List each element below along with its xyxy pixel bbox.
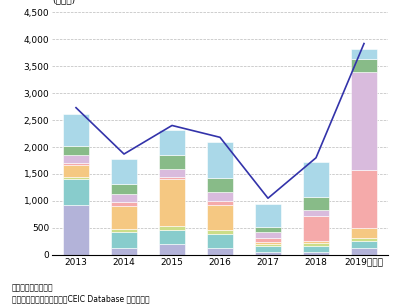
Bar [351, 248, 377, 255]
Bar [159, 177, 185, 179]
Bar [159, 169, 185, 177]
Bar [63, 146, 89, 155]
Line: 対内直接投賄計: 対内直接投賄計 [76, 44, 364, 198]
Bar [351, 170, 377, 228]
Bar [207, 230, 233, 234]
対内直接投賄計 [314, 156, 318, 160]
Bar [207, 205, 233, 230]
Bar [111, 248, 137, 255]
Bar [255, 204, 281, 227]
対内直接投賄計 [218, 135, 222, 139]
対内直接投賄計 [266, 196, 270, 200]
対内直接投賄計 [170, 124, 174, 127]
対内直接投賄計 [122, 152, 126, 156]
Bar [159, 244, 185, 255]
Bar [351, 49, 377, 59]
Bar [351, 72, 377, 170]
Bar [159, 226, 185, 230]
Bar [303, 162, 329, 197]
Bar [63, 205, 89, 255]
Bar [159, 154, 185, 169]
Bar [351, 241, 377, 248]
Bar [351, 228, 377, 238]
Bar [159, 130, 185, 154]
Bar [255, 227, 281, 232]
Bar [63, 114, 89, 146]
Bar [351, 238, 377, 241]
Bar [255, 246, 281, 251]
Bar [255, 232, 281, 238]
Bar [207, 178, 233, 192]
Bar [207, 142, 233, 178]
Bar [159, 179, 185, 226]
Bar [255, 238, 281, 242]
Bar [207, 201, 233, 205]
Bar [63, 177, 89, 179]
Bar [303, 197, 329, 210]
Bar [303, 247, 329, 252]
Bar [159, 230, 185, 244]
Bar [111, 184, 137, 194]
対内直接投賄計 [362, 42, 366, 45]
Bar [255, 251, 281, 255]
Bar [111, 202, 137, 206]
Bar [207, 192, 233, 201]
Bar [303, 210, 329, 216]
Bar [255, 242, 281, 244]
Bar [303, 243, 329, 247]
Bar [111, 159, 137, 184]
対内直接投賄計 [74, 106, 78, 110]
Bar [111, 232, 137, 248]
Bar [111, 194, 137, 202]
Text: 資料：フィリピン統計庁、CEIC Database から作成。: 資料：フィリピン統計庁、CEIC Database から作成。 [12, 294, 150, 304]
Bar [207, 248, 233, 255]
Bar [207, 234, 233, 248]
Bar [111, 229, 137, 232]
Bar [303, 241, 329, 243]
Bar [63, 163, 89, 165]
Bar [351, 59, 377, 72]
Bar [63, 165, 89, 177]
Bar [111, 206, 137, 229]
Bar [63, 179, 89, 205]
Bar [63, 155, 89, 163]
Text: 備考：認可ベース。: 備考：認可ベース。 [12, 283, 54, 292]
Bar [303, 252, 329, 255]
Bar [303, 216, 329, 241]
Text: (億ペソ): (億ペソ) [52, 0, 75, 4]
Bar [255, 244, 281, 246]
